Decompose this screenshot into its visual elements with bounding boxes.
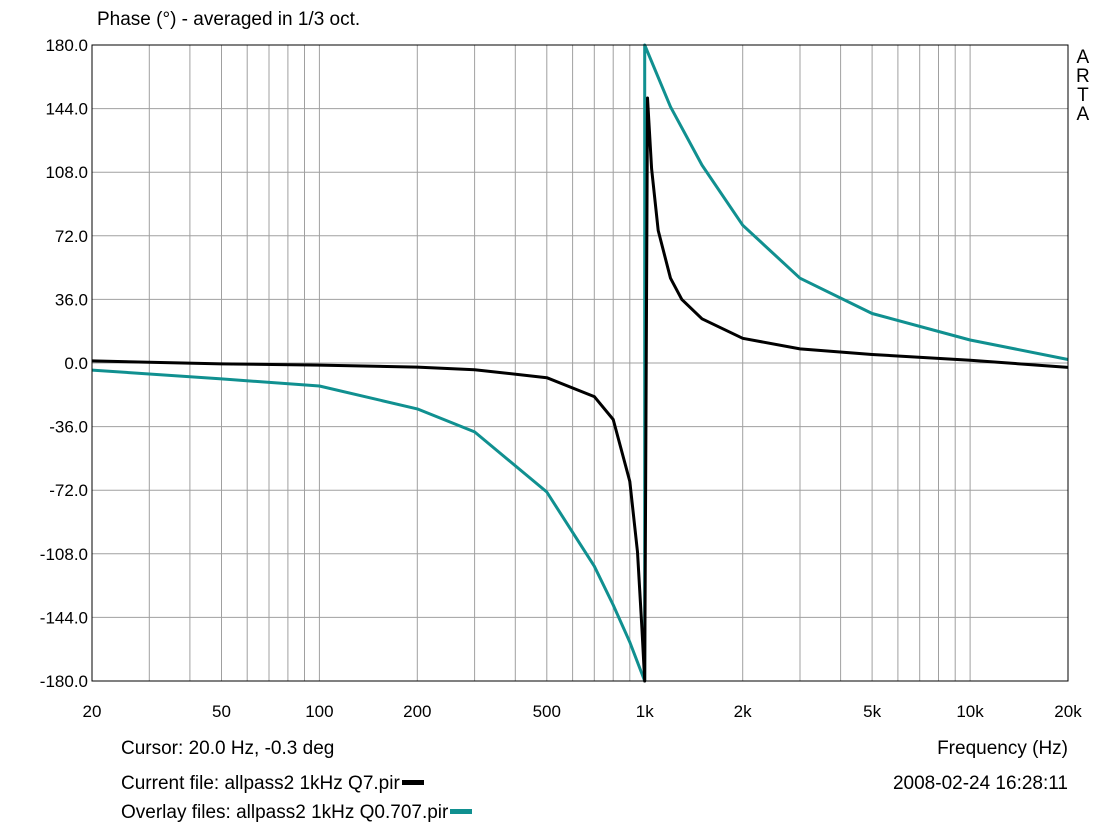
current-file-swatch [401,780,424,786]
arta-logo-letter: A [1076,104,1090,125]
y-tick-label: -144.0 [40,608,88,627]
y-tick-labels: 180.0 144.0 108.0 72.0 36.0 0.0 -36.0 -72.0 -108… [40,36,88,691]
arta-logo-letter: R [1076,66,1090,87]
y-tick-label: 144.0 [45,100,88,119]
y-tick-label: -180.0 [40,672,88,691]
chart-title: Phase (°) - averaged in 1/3 oct. [97,9,361,30]
x-tick-label: 10k [956,702,984,721]
x-tick-label: 500 [533,702,561,721]
x-tick-label: 2k [734,702,752,721]
arta-logo-letter: T [1077,85,1089,106]
x-axis-label: Frequency (Hz) [937,738,1068,759]
y-tick-label: -36.0 [49,418,88,437]
x-tick-label: 20k [1054,702,1082,721]
overlay-file-label: Overlay files: allpass2 1kHz Q0.707.pir [121,802,449,823]
grid [92,45,1068,681]
cursor-readout: Cursor: 20.0 Hz, -0.3 deg [121,738,335,759]
x-tick-label: 1k [636,702,654,721]
current-file-label: Current file: allpass2 1kHz Q7.pir [121,773,400,794]
plot-frame [91,44,1069,682]
overlay-file-swatch [450,809,473,815]
x-tick-labels: 20 50 100 200 500 1k 2k 5k 10k 20k [83,702,1083,721]
x-tick-label: 200 [403,702,431,721]
x-tick-label: 5k [863,702,881,721]
x-tick-label: 20 [83,702,102,721]
current-file-legend: Current file: allpass2 1kHz Q7.pir [121,773,424,795]
y-tick-label: 0.0 [64,354,88,373]
y-tick-label: -108.0 [40,545,88,564]
arta-logo: A R T A [1076,48,1090,124]
arta-logo-letter: A [1076,47,1090,68]
y-tick-label: 180.0 [45,36,88,55]
y-tick-label: 36.0 [55,290,88,309]
overlay-file-legend: Overlay files: allpass2 1kHz Q0.707.pir [121,802,473,824]
series-line [91,43,1069,683]
y-tick-label: 72.0 [55,227,88,246]
y-tick-label: -72.0 [49,481,88,500]
x-tick-label: 50 [212,702,231,721]
y-tick-label: 108.0 [45,163,88,182]
x-tick-label: 100 [305,702,333,721]
timestamp: 2008-02-24 16:28:11 [892,773,1068,794]
